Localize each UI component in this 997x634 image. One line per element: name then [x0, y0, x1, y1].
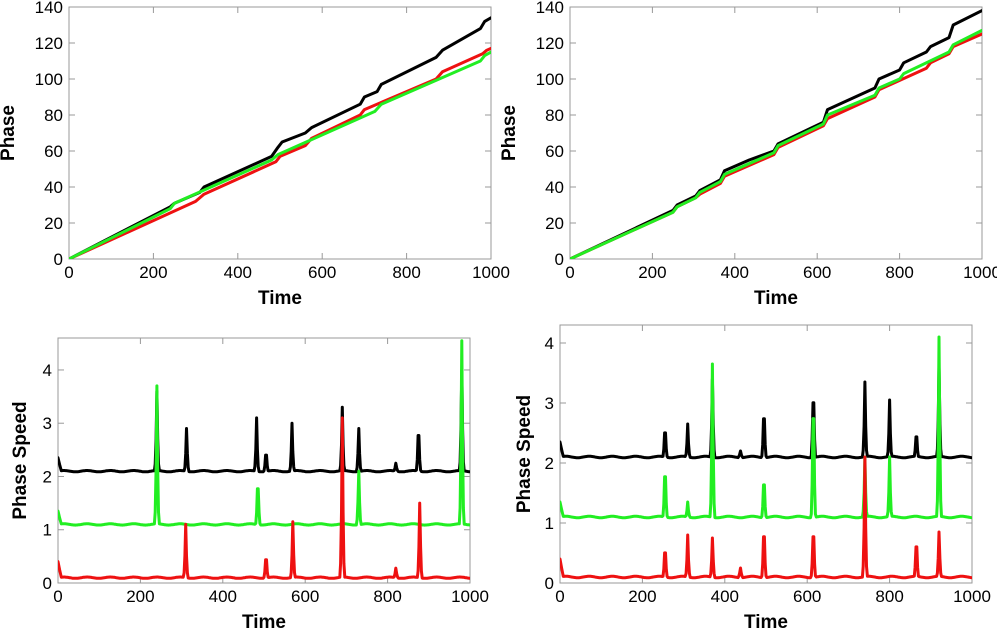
y-tick-label: 80 — [545, 106, 564, 125]
y-tick-label: 3 — [43, 414, 52, 433]
x-tick-label: 800 — [373, 587, 401, 606]
phase-plot-left: 0 200 400 600 800 1000 0 20 40 60 80 100 120 140 Time P… — [0, 0, 510, 309]
series-line-2 — [560, 455, 972, 580]
y-tick-label: 1 — [43, 521, 52, 540]
x-tick-label: 800 — [885, 263, 913, 282]
y-tick-label: 0 — [545, 574, 554, 593]
y-tick-label: 80 — [44, 106, 63, 125]
x-tick-label: 400 — [209, 587, 237, 606]
x-tick-label: 800 — [875, 587, 903, 606]
y-tick-label: 120 — [536, 34, 564, 53]
x-tick-label: 1000 — [963, 263, 997, 282]
phase-speed-plot-left: 0 200 400 600 800 1000 0 1 2 3 4 Time Phase Speed — [10, 337, 489, 633]
x-tick-label: 0 — [565, 263, 574, 282]
x-tick-label: 0 — [64, 263, 73, 282]
x-tick-label: 400 — [711, 587, 739, 606]
y-axis-title: Phase Speed — [10, 401, 31, 519]
x-axis-title: Time — [258, 288, 302, 309]
y-tick-label: 1 — [545, 514, 554, 533]
x-axis-title: Time — [242, 612, 286, 633]
x-tick-label: 200 — [628, 587, 656, 606]
plot-frame — [559, 324, 973, 584]
y-tick-label: 140 — [536, 0, 564, 17]
x-tick-label: 200 — [638, 263, 666, 282]
x-axis-title: Time — [754, 288, 798, 309]
y-tick-label: 140 — [35, 0, 63, 17]
series-line-2 — [69, 50, 491, 259]
y-tick-label: 20 — [44, 214, 63, 233]
series-line-1 — [560, 335, 972, 520]
x-tick-label: 1000 — [472, 263, 510, 282]
x-tick-label: 0 — [53, 587, 62, 606]
y-tick-label: 20 — [545, 214, 564, 233]
y-tick-label: 0 — [54, 250, 63, 269]
y-tick-label: 2 — [545, 454, 554, 473]
y-axis-title: Phase — [499, 105, 520, 161]
x-tick-label: 600 — [803, 263, 831, 282]
phase-plot-right: 0 200 400 600 800 1000 0 20 40 60 80 100 120 140 Time P… — [499, 0, 997, 309]
x-tick-label: 200 — [139, 263, 167, 282]
x-tick-label: 200 — [126, 587, 154, 606]
series-line-0 — [560, 365, 972, 460]
x-tick-label: 1000 — [953, 587, 991, 606]
y-tick-label: 4 — [43, 361, 52, 380]
y-tick-label: 40 — [545, 178, 564, 197]
y-tick-label: 60 — [44, 142, 63, 161]
x-tick-label: 400 — [224, 263, 252, 282]
series-line-1 — [58, 339, 470, 527]
y-tick-label: 60 — [545, 142, 564, 161]
y-tick-label: 100 — [536, 70, 564, 89]
series-line-0 — [69, 16, 491, 259]
x-tick-label: 400 — [721, 263, 749, 282]
y-tick-label: 0 — [43, 574, 52, 593]
x-tick-label: 1000 — [451, 587, 489, 606]
y-tick-label: 40 — [44, 178, 63, 197]
y-tick-label: 2 — [43, 467, 52, 486]
y-tick-label: 0 — [555, 250, 564, 269]
plot-frame — [68, 6, 492, 260]
y-tick-label: 100 — [35, 70, 63, 89]
series-line-0 — [570, 9, 982, 259]
x-tick-label: 600 — [308, 263, 336, 282]
phase-speed-plot-right: 0 200 400 600 800 1000 0 1 2 3 4 Time Phase Speed — [514, 324, 991, 633]
plot-frame — [569, 6, 983, 260]
y-tick-label: 3 — [545, 394, 554, 413]
y-tick-label: 4 — [545, 334, 554, 353]
series-line-2 — [58, 416, 470, 580]
y-tick-label: 120 — [35, 34, 63, 53]
y-axis-title: Phase Speed — [514, 395, 535, 513]
series-line-0 — [58, 368, 470, 474]
y-axis-title: Phase — [0, 105, 19, 161]
x-tick-label: 800 — [392, 263, 420, 282]
x-axis-title: Time — [744, 612, 788, 633]
x-tick-label: 600 — [291, 587, 319, 606]
x-tick-label: 600 — [793, 587, 821, 606]
series-line-2 — [570, 28, 982, 259]
x-tick-label: 0 — [555, 587, 564, 606]
